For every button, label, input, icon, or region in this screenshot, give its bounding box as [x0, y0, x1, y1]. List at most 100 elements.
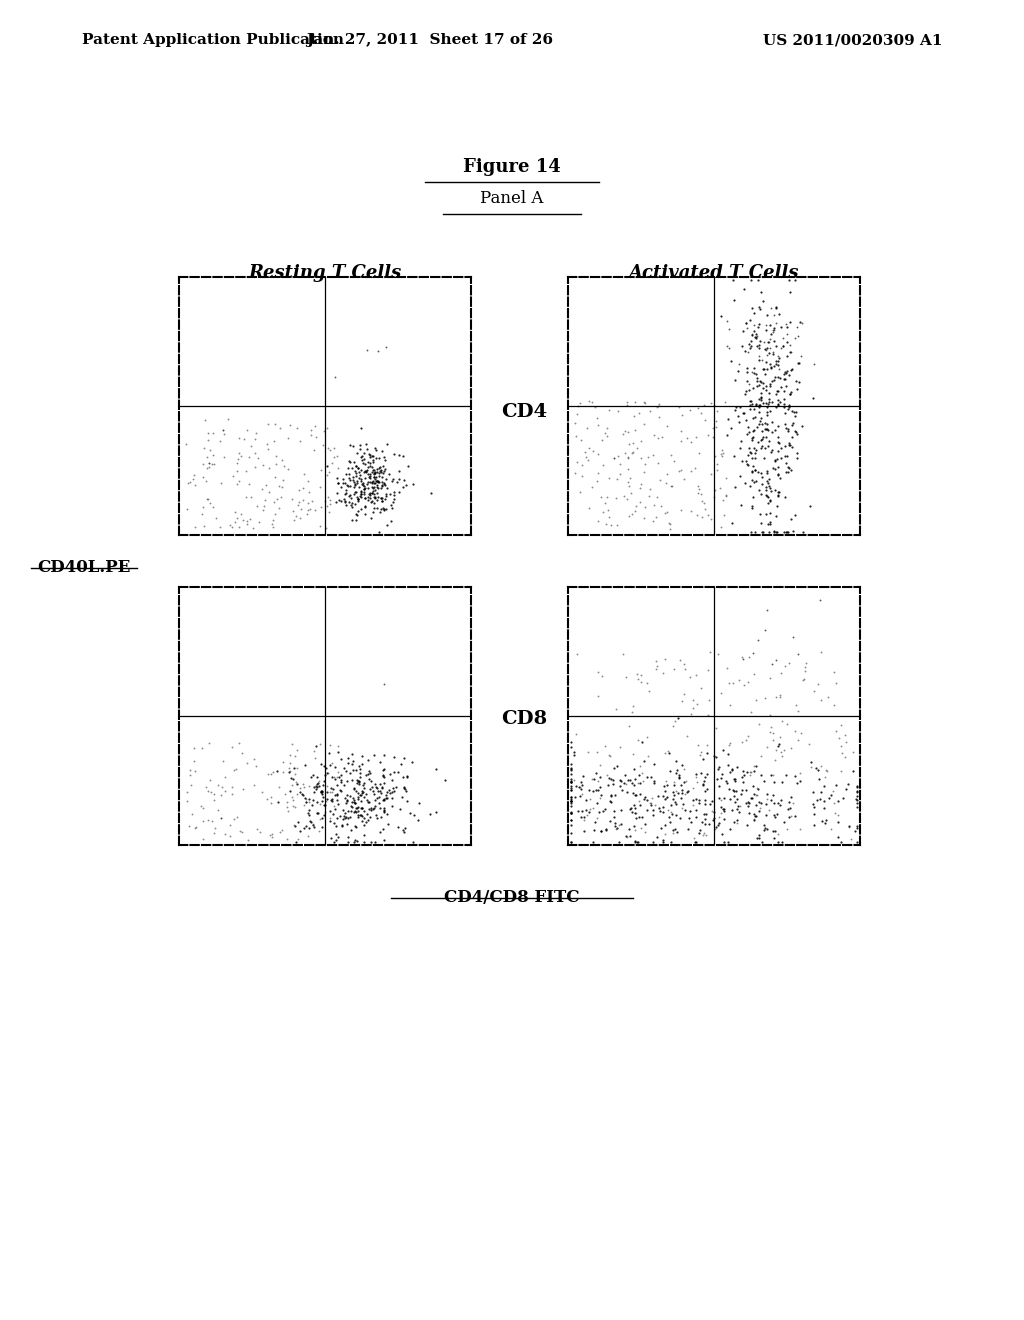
Point — [759, 345, 775, 366]
Text: Patent Application Publication: Patent Application Publication — [82, 33, 344, 48]
Point — [282, 760, 298, 781]
Point — [376, 474, 392, 495]
Point — [755, 290, 771, 312]
Point — [285, 488, 301, 510]
Point — [803, 751, 819, 772]
Point — [701, 642, 718, 663]
Point — [741, 374, 758, 395]
Point — [745, 426, 762, 447]
Point — [213, 807, 229, 828]
Point — [563, 795, 580, 816]
Point — [729, 809, 745, 830]
Point — [329, 775, 345, 796]
Point — [292, 781, 308, 803]
Point — [367, 492, 383, 513]
Point — [757, 817, 773, 838]
Point — [748, 459, 764, 480]
Point — [339, 771, 355, 792]
Point — [302, 810, 318, 832]
Point — [358, 461, 375, 482]
Point — [656, 780, 673, 801]
Point — [228, 807, 245, 828]
Point — [782, 359, 799, 380]
Point — [397, 817, 414, 838]
Point — [646, 424, 663, 445]
Point — [379, 477, 395, 498]
Point — [590, 770, 606, 791]
Point — [332, 805, 348, 826]
Point — [563, 768, 580, 789]
Point — [770, 393, 786, 414]
Point — [369, 482, 385, 503]
Point — [347, 461, 364, 482]
Point — [376, 788, 392, 809]
Point — [362, 453, 379, 474]
Point — [250, 447, 266, 469]
Point — [591, 801, 607, 822]
Point — [608, 487, 625, 508]
Point — [290, 812, 306, 833]
Point — [563, 791, 580, 812]
Point — [645, 799, 662, 820]
Point — [357, 487, 374, 508]
Point — [716, 442, 732, 463]
Point — [725, 672, 741, 693]
Point — [668, 793, 684, 814]
Point — [361, 763, 378, 784]
Point — [195, 496, 211, 517]
Point — [707, 479, 723, 500]
Point — [833, 714, 849, 735]
Point — [637, 787, 653, 808]
Text: CD4/CD8 FITC: CD4/CD8 FITC — [444, 890, 580, 906]
Point — [254, 479, 270, 500]
Point — [563, 771, 580, 792]
Point — [355, 772, 372, 793]
Point — [615, 486, 632, 507]
Point — [331, 490, 347, 511]
Point — [357, 467, 374, 488]
Point — [287, 763, 303, 784]
Point — [767, 384, 783, 405]
Point — [195, 466, 211, 487]
Point — [696, 409, 713, 430]
Point — [422, 803, 438, 824]
Point — [766, 355, 782, 376]
Point — [767, 750, 783, 771]
Point — [281, 762, 297, 783]
Point — [739, 814, 756, 836]
Point — [609, 400, 626, 421]
Point — [690, 482, 707, 503]
Point — [186, 817, 203, 838]
Point — [673, 459, 689, 480]
Point — [349, 796, 366, 817]
Point — [227, 511, 244, 532]
Point — [726, 780, 742, 801]
Point — [763, 371, 779, 392]
Point — [223, 783, 240, 804]
Point — [361, 471, 378, 492]
Point — [754, 420, 770, 441]
Point — [372, 471, 388, 492]
Point — [372, 797, 388, 818]
Point — [563, 814, 580, 836]
Point — [324, 791, 340, 812]
Point — [776, 739, 793, 760]
Point — [773, 663, 790, 684]
Point — [648, 397, 665, 418]
Point — [259, 789, 275, 810]
Point — [239, 513, 255, 535]
Point — [330, 473, 346, 494]
Point — [374, 487, 390, 508]
Point — [286, 814, 302, 836]
Point — [680, 780, 696, 801]
Point — [324, 453, 340, 474]
Point — [362, 771, 379, 792]
Point — [376, 772, 392, 793]
Point — [315, 771, 332, 792]
Point — [196, 516, 212, 537]
Point — [773, 447, 790, 469]
Point — [748, 805, 764, 826]
Point — [366, 466, 382, 487]
Point — [690, 793, 707, 814]
Point — [801, 734, 817, 755]
